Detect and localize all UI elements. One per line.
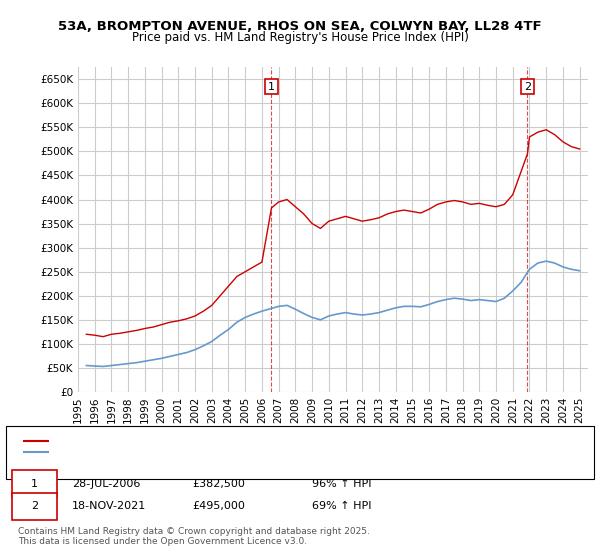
Text: 2: 2 <box>31 501 38 511</box>
Text: 53A, BROMPTON AVENUE, RHOS ON SEA, COLWYN BAY, LL28 4TF (detached house): 53A, BROMPTON AVENUE, RHOS ON SEA, COLWY… <box>54 436 462 446</box>
Text: 28-JUL-2006: 28-JUL-2006 <box>72 479 140 489</box>
Text: 1: 1 <box>268 82 275 92</box>
Text: Price paid vs. HM Land Registry's House Price Index (HPI): Price paid vs. HM Land Registry's House … <box>131 31 469 44</box>
Text: 96% ↑ HPI: 96% ↑ HPI <box>312 479 371 489</box>
Text: 69% ↑ HPI: 69% ↑ HPI <box>312 501 371 511</box>
Text: HPI: Average price, detached house, Conwy: HPI: Average price, detached house, Conw… <box>54 447 268 458</box>
Text: Contains HM Land Registry data © Crown copyright and database right 2025.
This d: Contains HM Land Registry data © Crown c… <box>18 526 370 546</box>
Text: 2: 2 <box>524 82 531 92</box>
Text: £382,500: £382,500 <box>192 479 245 489</box>
Text: £495,000: £495,000 <box>192 501 245 511</box>
Text: 18-NOV-2021: 18-NOV-2021 <box>72 501 146 511</box>
Text: 1: 1 <box>31 479 38 489</box>
Text: 53A, BROMPTON AVENUE, RHOS ON SEA, COLWYN BAY, LL28 4TF: 53A, BROMPTON AVENUE, RHOS ON SEA, COLWY… <box>58 20 542 32</box>
